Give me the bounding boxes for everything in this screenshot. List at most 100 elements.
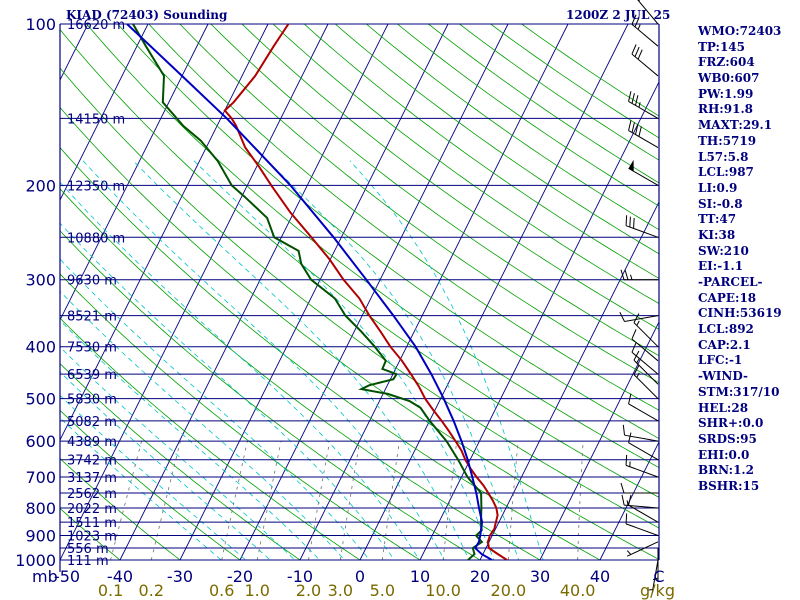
isotherm-line xyxy=(60,24,149,202)
height-label: 3742 m xyxy=(67,454,117,469)
moist-adiabat-line xyxy=(266,160,519,560)
dry-adiabat-line xyxy=(60,147,601,560)
mixing-ratio-line xyxy=(256,441,282,560)
stability-index-item: FRZ:604 xyxy=(698,55,755,70)
mixing-ratio-label: 0.1 xyxy=(98,581,123,600)
wind-barb-half-feather xyxy=(626,500,629,506)
wind-barb-feather xyxy=(633,313,640,323)
isotherm-line xyxy=(239,24,509,560)
stability-index-item: PW:1.99 xyxy=(698,86,754,101)
stability-index-item: TH:5719 xyxy=(698,133,757,148)
pressure-tick-label: 500 xyxy=(25,390,56,409)
isotherm-line xyxy=(539,320,659,560)
isotherm-line xyxy=(119,24,389,560)
wind-barb-feather xyxy=(621,494,625,506)
height-label: 5082 m xyxy=(67,415,117,430)
stability-index-item: MAXT:29.1 xyxy=(698,118,773,133)
wind-barb-staff xyxy=(628,442,659,461)
dry-adiabat-line xyxy=(179,24,659,384)
wind-barb xyxy=(633,313,659,348)
wind-barb-staff xyxy=(631,53,659,77)
temperature-tick-label: 40 xyxy=(590,567,610,586)
wind-barb-half-feather xyxy=(636,320,640,326)
dry-adiabat-line xyxy=(60,458,181,560)
wind-barb-staff xyxy=(631,338,659,362)
wind-barb xyxy=(628,432,659,461)
isotherm-line xyxy=(479,200,659,560)
wind-barb xyxy=(631,342,659,375)
height-label: 8521 m xyxy=(67,310,117,325)
pressure-tick-label: 1000 xyxy=(15,551,56,570)
dry-adiabat-line xyxy=(60,67,659,529)
background-grid xyxy=(60,24,659,560)
wind-barb xyxy=(628,159,659,186)
height-label: 16620 m xyxy=(67,18,125,33)
stability-index-item: STM:317/10 xyxy=(698,384,780,399)
wind-barb xyxy=(625,454,659,478)
isotherm-line xyxy=(419,80,659,560)
wind-barb-feather xyxy=(634,95,639,106)
moist-adiabat-line xyxy=(60,222,395,560)
wind-barb xyxy=(625,215,659,238)
mixing-ratio-label: 2.0 xyxy=(296,581,321,600)
isotherm-line xyxy=(359,24,629,560)
stability-index-item: -WIND- xyxy=(698,369,748,384)
height-label: 3137 m xyxy=(67,471,117,486)
wind-barb xyxy=(620,269,658,281)
wind-barb-feather xyxy=(622,424,626,436)
pressure-isobars xyxy=(59,23,660,572)
dry-adiabat-line xyxy=(117,24,659,439)
dry-adiabat-line xyxy=(60,273,421,560)
dry-adiabat-line xyxy=(272,24,659,305)
wind-barb-staff xyxy=(628,167,659,186)
pressure-tick-label: 300 xyxy=(25,271,56,290)
sounding-profiles xyxy=(126,24,508,560)
pressure-tick-label: 900 xyxy=(25,526,56,545)
wind-barb-half-feather xyxy=(647,589,653,591)
wind-barb-feather xyxy=(625,513,628,524)
temperature-tick-label: -20 xyxy=(227,567,253,586)
temperature-tick-label: 20 xyxy=(470,567,490,586)
temperature-tick-label: -10 xyxy=(287,567,313,586)
wind-barb-feather xyxy=(628,120,632,131)
wind-barb-feather xyxy=(628,432,632,443)
stability-index-item: SHR+:0.0 xyxy=(698,416,764,431)
chart-time: 1200Z 2 JUL 25 xyxy=(566,8,670,22)
wind-barb-half-feather xyxy=(636,358,640,364)
stability-index-item: CINH:53619 xyxy=(698,306,782,321)
stability-index-item: EHI:0.0 xyxy=(698,447,750,462)
wind-barb-pennant xyxy=(628,159,634,172)
stability-index-item: CAPE:18 xyxy=(698,290,757,305)
wind-barb xyxy=(628,91,659,119)
wind-barb-half-feather xyxy=(652,577,659,581)
height-label: 4389 m xyxy=(67,435,117,450)
stability-index-item: SI:-0.8 xyxy=(698,196,743,211)
height-label: 556 m xyxy=(67,542,109,557)
height-label: 5830 m xyxy=(67,393,117,408)
wind-barb-feather xyxy=(628,91,632,102)
wind-barbs xyxy=(619,0,659,594)
wind-barb-feather xyxy=(634,17,640,28)
dry-adiabat-line xyxy=(60,409,241,560)
wind-barb-feather xyxy=(631,44,637,55)
height-label: 2562 m xyxy=(67,487,117,502)
stability-index-item: SW:210 xyxy=(698,243,749,258)
isotherm-line xyxy=(60,24,269,442)
wind-barb-staff xyxy=(625,225,659,238)
temperature-tick-label: C xyxy=(653,567,664,586)
wind-barb-feather xyxy=(637,49,643,60)
wind-barb xyxy=(633,365,659,400)
mixing-ratio-label: 0.6 xyxy=(209,581,234,600)
temperature-tick-label: 10 xyxy=(410,567,430,586)
stability-index-item: LI:0.9 xyxy=(698,180,738,195)
moist-adiabat-line xyxy=(133,160,470,560)
parcel-profile-line xyxy=(126,24,493,560)
temperature-tick-label: -30 xyxy=(167,567,193,586)
wind-barb-half-feather xyxy=(630,274,633,280)
wind-barb-feather xyxy=(619,311,625,322)
stability-index-item: WB0:607 xyxy=(698,71,760,86)
mixing-ratio-label: 0.2 xyxy=(139,581,164,600)
wind-barb xyxy=(631,44,659,77)
